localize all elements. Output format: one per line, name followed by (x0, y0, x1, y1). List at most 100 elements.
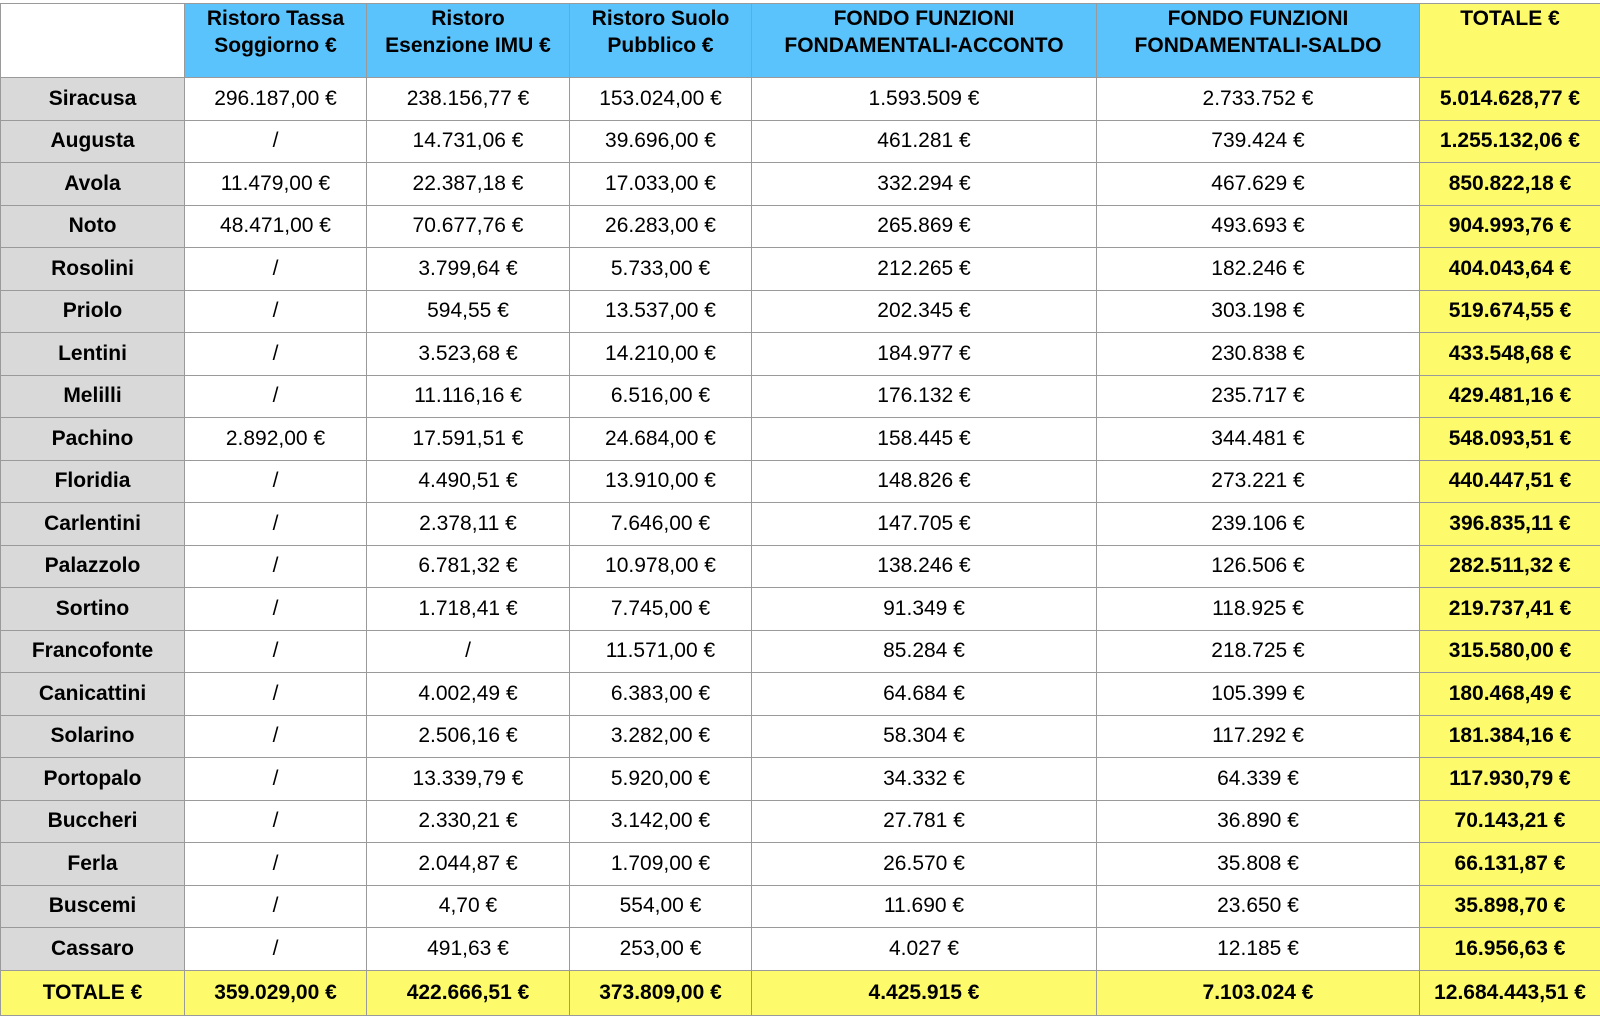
cell: 253,00 € (569, 927, 752, 971)
cell: / (184, 672, 367, 716)
column-header: FONDO FUNZIONI FONDAMENTALI-SALDO (1096, 3, 1420, 78)
row-label: Sortino (0, 587, 185, 631)
data-row: Cassaro/491,63 €253,00 €4.027 €12.185 €1… (0, 927, 1600, 971)
cell: / (184, 289, 367, 333)
cell: 11.690 € (751, 884, 1097, 928)
cell: / (184, 842, 367, 886)
cell: 118.925 € (1096, 587, 1420, 631)
row-label: Noto (0, 204, 185, 248)
cell: 34.332 € (751, 757, 1097, 801)
cell: 219.737,41 € (1419, 587, 1600, 631)
column-header: Ristoro Suolo Pubblico € (569, 3, 752, 78)
row-label: Pachino (0, 417, 185, 461)
cell: 70.677,76 € (366, 204, 570, 248)
cell: 70.143,21 € (1419, 799, 1600, 843)
funding-table: Ristoro Tassa Soggiorno € Ristoro Esenzio… (0, 3, 1600, 1016)
cell: 548.093,51 € (1419, 417, 1600, 461)
cell: 13.339,79 € (366, 757, 570, 801)
row-label: Palazzolo (0, 544, 185, 588)
cell: 6.516,00 € (569, 374, 752, 418)
row-label: Siracusa (0, 77, 185, 121)
cell: 461.281 € (751, 119, 1097, 163)
cell: 2.506,16 € (366, 714, 570, 758)
cell: / (184, 119, 367, 163)
cell: 14.731,06 € (366, 119, 570, 163)
data-row: Sortino/1.718,41 €7.745,00 €91.349 €118.… (0, 587, 1600, 631)
cell: 404.043,64 € (1419, 247, 1600, 291)
cell: 39.696,00 € (569, 119, 752, 163)
data-row: Melilli/11.116,16 €6.516,00 €176.132 €23… (0, 374, 1600, 418)
cell: / (184, 459, 367, 503)
cell: 3.142,00 € (569, 799, 752, 843)
cell: 24.684,00 € (569, 417, 752, 461)
cell: 153.024,00 € (569, 77, 752, 121)
cell: 2.733.752 € (1096, 77, 1420, 121)
cell: 315.580,00 € (1419, 629, 1600, 673)
cell: 26.570 € (751, 842, 1097, 886)
data-row: Canicattini/4.002,49 €6.383,00 €64.684 €… (0, 672, 1600, 716)
cell: / (184, 587, 367, 631)
row-label: Augusta (0, 119, 185, 163)
column-header: Ristoro Tassa Soggiorno € (184, 3, 367, 78)
data-row: Avola 11.479,00 €22.387,18 €17.033,00 €33… (0, 162, 1600, 206)
cell: 58.304 € (751, 714, 1097, 758)
row-label: Francofonte (0, 629, 185, 673)
row-label: Floridia (0, 459, 185, 503)
data-row: Lentini/3.523,68 €14.210,00 €184.977 €23… (0, 332, 1600, 376)
cell: 11.479,00 € (184, 162, 367, 206)
cell: 176.132 € (751, 374, 1097, 418)
cell: 904.993,76 € (1419, 204, 1600, 248)
cell: 202.345 € (751, 289, 1097, 333)
cell: 117.292 € (1096, 714, 1420, 758)
cell: 4,70 € (366, 884, 570, 928)
cell: / (184, 757, 367, 801)
cell: 433.548,68 € (1419, 332, 1600, 376)
row-label: Buscemi (0, 884, 185, 928)
cell: 182.246 € (1096, 247, 1420, 291)
data-row: Buscemi/4,70 €554,00 €11.690 €23.650 €35… (0, 884, 1600, 928)
cell: 158.445 € (751, 417, 1097, 461)
cell: 181.384,16 € (1419, 714, 1600, 758)
cell: / (184, 332, 367, 376)
cell: 2.044,87 € (366, 842, 570, 886)
cell: 5.733,00 € (569, 247, 752, 291)
cell: 239.106 € (1096, 502, 1420, 546)
cell: / (184, 799, 367, 843)
data-row: Priolo/594,55 €13.537,00 €202.345 €303.1… (0, 289, 1600, 333)
data-row: Francofonte //11.571,00 €85.284 €218.725 … (0, 629, 1600, 673)
page: Ristoro Tassa Soggiorno € Ristoro Esenzio… (0, 3, 1600, 1028)
cell: 16.956,63 € (1419, 927, 1600, 971)
header-row: Ristoro Tassa Soggiorno € Ristoro Esenzio… (0, 3, 1600, 78)
row-label: Rosolini (0, 247, 185, 291)
corner-cell (0, 3, 185, 78)
cell: 64.339 € (1096, 757, 1420, 801)
cell: 5.014.628,77 € (1419, 77, 1600, 121)
row-label: Carlentini (0, 502, 185, 546)
cell: 11.571,00 € (569, 629, 752, 673)
cell: 35.808 € (1096, 842, 1420, 886)
cell: 23.650 € (1096, 884, 1420, 928)
cell: 7.103.024 € (1096, 969, 1420, 1016)
cell: 13.910,00 € (569, 459, 752, 503)
cell: 2.330,21 € (366, 799, 570, 843)
row-label: Cassaro (0, 927, 185, 971)
cell: 1.593.509 € (751, 77, 1097, 121)
cell: 27.781 € (751, 799, 1097, 843)
cell: 344.481 € (1096, 417, 1420, 461)
cell: 14.210,00 € (569, 332, 752, 376)
cell: 12.684.443,51 € (1419, 969, 1600, 1016)
cell: 35.898,70 € (1419, 884, 1600, 928)
cell: 235.717 € (1096, 374, 1420, 418)
data-row: Solarino/2.506,16 €3.282,00 €58.304 €117… (0, 714, 1600, 758)
cell: 66.131,87 € (1419, 842, 1600, 886)
row-label: Avola (0, 162, 185, 206)
cell: 11.116,16 € (366, 374, 570, 418)
cell: 238.156,77 € (366, 77, 570, 121)
cell: 850.822,18 € (1419, 162, 1600, 206)
cell: 230.838 € (1096, 332, 1420, 376)
cell: 64.684 € (751, 672, 1097, 716)
cell: 3.282,00 € (569, 714, 752, 758)
data-row: Noto 48.471,00 €70.677,76 €26.283,00 €265… (0, 204, 1600, 248)
cell: 17.591,51 € (366, 417, 570, 461)
cell: 218.725 € (1096, 629, 1420, 673)
